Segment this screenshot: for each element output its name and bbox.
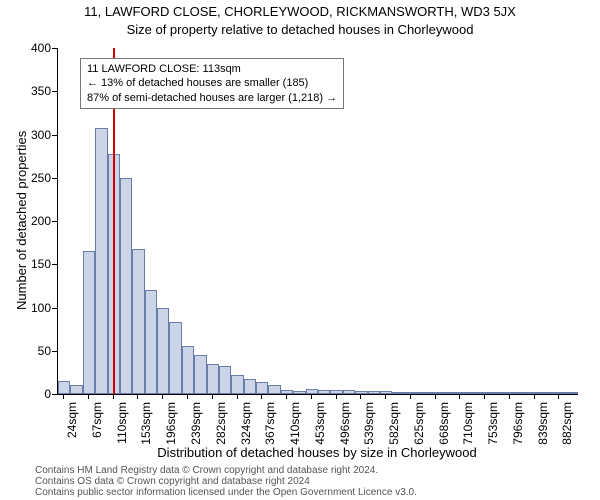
xtick-mark (435, 394, 436, 399)
legend-line-2: ← 13% of detached houses are smaller (18… (87, 76, 337, 90)
histogram-bar (293, 391, 305, 394)
histogram-bar (528, 392, 540, 394)
histogram-bar (405, 392, 417, 394)
ytick-mark (52, 264, 57, 265)
xtick-mark (509, 394, 510, 399)
xtick-mark (484, 394, 485, 399)
histogram-bar (306, 389, 318, 394)
xtick-mark (187, 394, 188, 399)
ytick-mark (52, 394, 57, 395)
histogram-bar (95, 128, 107, 394)
footnote-line-1: Contains HM Land Registry data © Crown c… (35, 465, 417, 476)
histogram-bar (454, 392, 466, 394)
chart-subtitle: Size of property relative to detached ho… (0, 22, 600, 37)
ytick-label: 0 (11, 387, 51, 401)
histogram-bar (231, 375, 243, 394)
xtick-mark (336, 394, 337, 399)
x-axis-label: Distribution of detached houses by size … (57, 445, 577, 460)
footnote-line-2: Contains OS data © Crown copyright and d… (35, 476, 417, 487)
histogram-bar (491, 392, 503, 394)
histogram-bar (516, 392, 528, 394)
histogram-bar (145, 290, 157, 394)
xtick-mark (385, 394, 386, 399)
legend-line-3: 87% of semi-detached houses are larger (… (87, 91, 337, 105)
histogram-bar (541, 392, 553, 394)
ytick-mark (52, 221, 57, 222)
ytick-mark (52, 178, 57, 179)
ytick-mark (52, 91, 57, 92)
xtick-mark (311, 394, 312, 399)
histogram-bar (120, 178, 132, 394)
legend-line-1: 11 LAWFORD CLOSE: 113sqm (87, 62, 337, 76)
ytick-label: 250 (11, 171, 51, 185)
ytick-label: 300 (11, 128, 51, 142)
histogram-bar (566, 392, 578, 394)
ytick-label: 200 (11, 214, 51, 228)
xtick-mark (162, 394, 163, 399)
ytick-mark (52, 308, 57, 309)
histogram-bar (318, 390, 330, 394)
xtick-mark (237, 394, 238, 399)
histogram-bar (355, 391, 367, 394)
footnote: Contains HM Land Registry data © Crown c… (35, 465, 417, 498)
histogram-bar (467, 392, 479, 394)
histogram-bar (219, 366, 231, 394)
xtick-mark (212, 394, 213, 399)
ytick-label: 400 (11, 41, 51, 55)
xtick-mark (286, 394, 287, 399)
ytick-mark (52, 135, 57, 136)
xtick-mark (459, 394, 460, 399)
histogram-bar (256, 382, 268, 394)
histogram-bar (244, 379, 256, 394)
histogram-bar (157, 308, 169, 395)
histogram-bar (70, 385, 82, 394)
histogram-bar (207, 364, 219, 394)
histogram-bar (343, 390, 355, 394)
xtick-mark (534, 394, 535, 399)
histogram-bar (417, 392, 429, 394)
xtick-mark (88, 394, 89, 399)
histogram-bar (182, 346, 194, 394)
histogram-bar (268, 385, 280, 395)
histogram-bar (429, 392, 441, 394)
ytick-mark (52, 351, 57, 352)
ytick-label: 100 (11, 301, 51, 315)
legend-box: 11 LAWFORD CLOSE: 113sqm ← 13% of detach… (80, 58, 344, 109)
histogram-bar (368, 391, 380, 394)
xtick-mark (360, 394, 361, 399)
ytick-label: 150 (11, 257, 51, 271)
histogram-bar (169, 322, 181, 394)
histogram-bar (83, 251, 95, 394)
ytick-mark (52, 48, 57, 49)
xtick-mark (410, 394, 411, 399)
xtick-mark (261, 394, 262, 399)
xtick-mark (113, 394, 114, 399)
ytick-label: 50 (11, 344, 51, 358)
histogram-bar (132, 249, 144, 394)
histogram-bar (58, 381, 70, 394)
histogram-bar (392, 392, 404, 394)
footnote-line-3: Contains public sector information licen… (35, 487, 417, 498)
xtick-mark (63, 394, 64, 399)
xtick-mark (558, 394, 559, 399)
chart-title: 11, LAWFORD CLOSE, CHORLEYWOOD, RICKMANS… (0, 4, 600, 19)
histogram-bar (442, 392, 454, 394)
histogram-bar (194, 355, 206, 394)
histogram-bar (504, 392, 516, 394)
ytick-label: 350 (11, 84, 51, 98)
histogram-bar (553, 392, 565, 394)
histogram-bar (330, 390, 342, 394)
xtick-mark (137, 394, 138, 399)
